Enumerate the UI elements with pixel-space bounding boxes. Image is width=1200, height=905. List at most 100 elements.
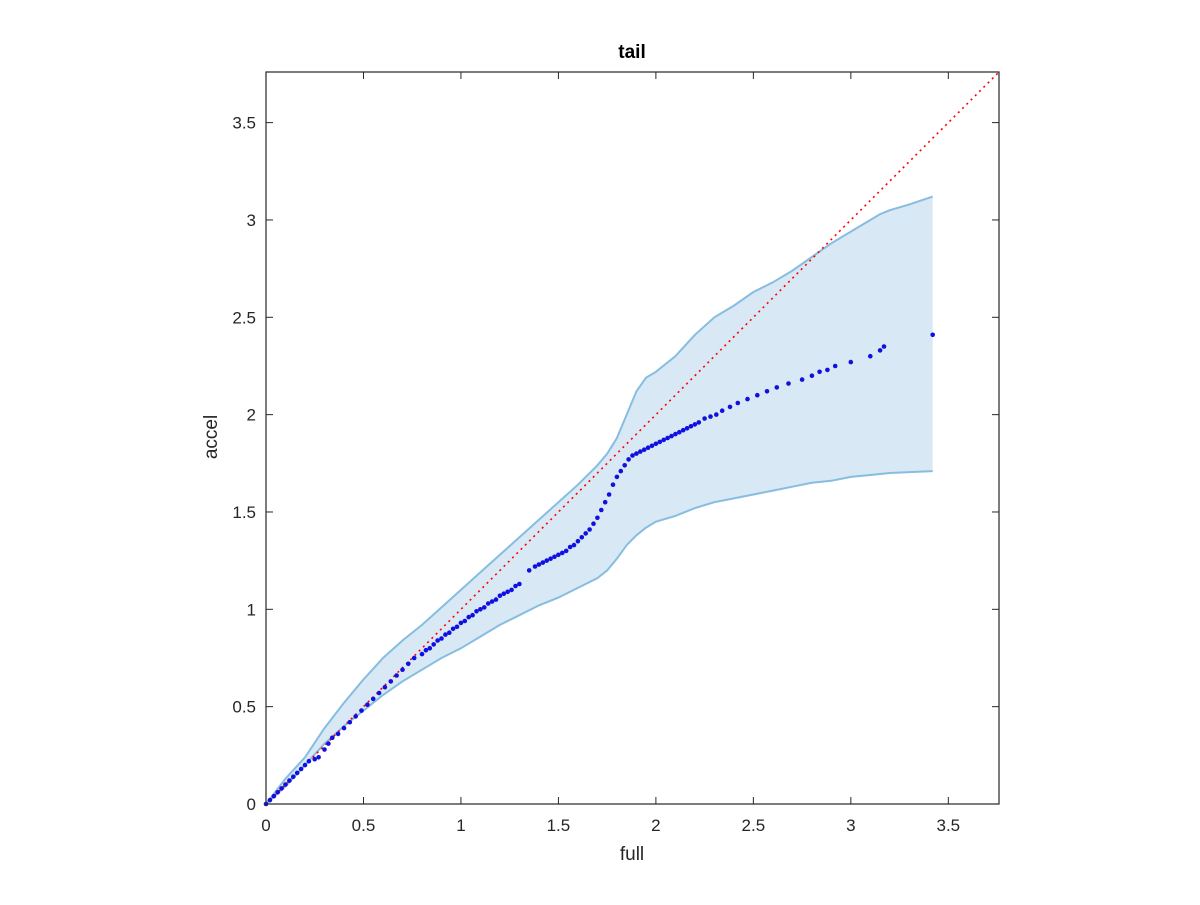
data-point [458,620,464,626]
data-point [645,445,651,451]
data-point [312,756,318,762]
data-point [431,642,437,647]
data-point [347,719,353,725]
data-point [634,451,639,456]
data-point [411,655,417,661]
data-point [287,778,292,783]
data-point [450,626,456,632]
y-tick-label: 2 [247,406,256,425]
data-point [326,741,331,746]
reference-line [265,71,1000,805]
data-point [548,556,553,561]
data-point [661,437,666,443]
data-point [400,667,405,672]
data-point [575,538,581,544]
data-point [298,766,304,772]
data-point [774,385,780,390]
data-point [755,392,760,398]
data-point [665,435,670,441]
data-point [489,599,495,604]
y-tick-label: 3 [247,211,256,230]
data-point [622,463,627,468]
data-point [727,404,733,410]
data-point [302,762,308,768]
data-point [279,786,284,791]
data-point [291,774,296,779]
data-point [474,609,479,614]
data-point [283,782,288,787]
data-point [505,589,511,595]
data-point [606,492,612,497]
data-point [365,702,370,707]
data-point [817,369,822,375]
x-tick-label: 2.5 [742,816,766,835]
data-point [556,552,561,558]
data-point [466,614,472,620]
y-tick-label: 1.5 [232,503,256,522]
data-point [930,332,935,338]
data-point [560,550,565,556]
data-point [454,624,460,630]
data-point [848,359,854,365]
data-point [485,601,491,606]
data-point [745,396,750,402]
data-point [478,607,483,612]
data-point [649,443,655,449]
y-tick-label: 2.5 [232,308,256,327]
data-point [544,558,549,563]
x-tick-label: 0 [261,816,270,835]
data-point [536,562,542,567]
data-point [684,426,690,431]
data-point [470,612,475,618]
data-point [868,353,873,359]
data-point [630,453,635,458]
data-point [587,527,592,532]
data-point [677,429,682,435]
data-point [599,507,604,513]
data-point [809,373,815,379]
data-point [322,747,327,752]
data-point [443,632,448,637]
data-point [526,568,532,573]
data-point [799,377,805,382]
data-point [382,684,388,690]
data-point [786,381,791,386]
data-point [692,422,698,427]
band-upper-edge [265,195,934,805]
data-point [427,646,433,651]
y-tick-label: 3.5 [232,114,256,133]
x-tick-label: 0.5 [352,816,376,835]
x-tick-label: 3.5 [936,816,960,835]
data-point [832,363,838,369]
band-lower-edge [265,470,933,805]
data-point [825,367,830,373]
data-point [388,679,394,684]
y-tick-label: 0 [247,795,256,814]
data-point [657,439,663,445]
data-point [595,515,600,521]
x-tick-label: 1 [456,816,465,835]
data-point [497,593,503,598]
y-axis-title: accel [201,415,222,459]
data-point [552,554,557,560]
data-point [341,725,347,731]
data-point [462,618,468,624]
y-tick-label: 1 [247,600,256,619]
data-point [669,433,674,439]
x-tick-label: 3 [846,816,855,835]
data-point [330,735,335,741]
data-point [567,544,573,550]
data-point [614,474,620,480]
data-point [353,714,359,719]
y-tick-label: 0.5 [232,698,256,717]
data-point [532,564,538,569]
data-point [540,560,546,565]
data-point [275,790,281,795]
data-point [688,424,694,429]
data-point [641,447,647,453]
data-point [719,408,725,414]
data-point [271,793,277,799]
data-point [610,482,616,488]
